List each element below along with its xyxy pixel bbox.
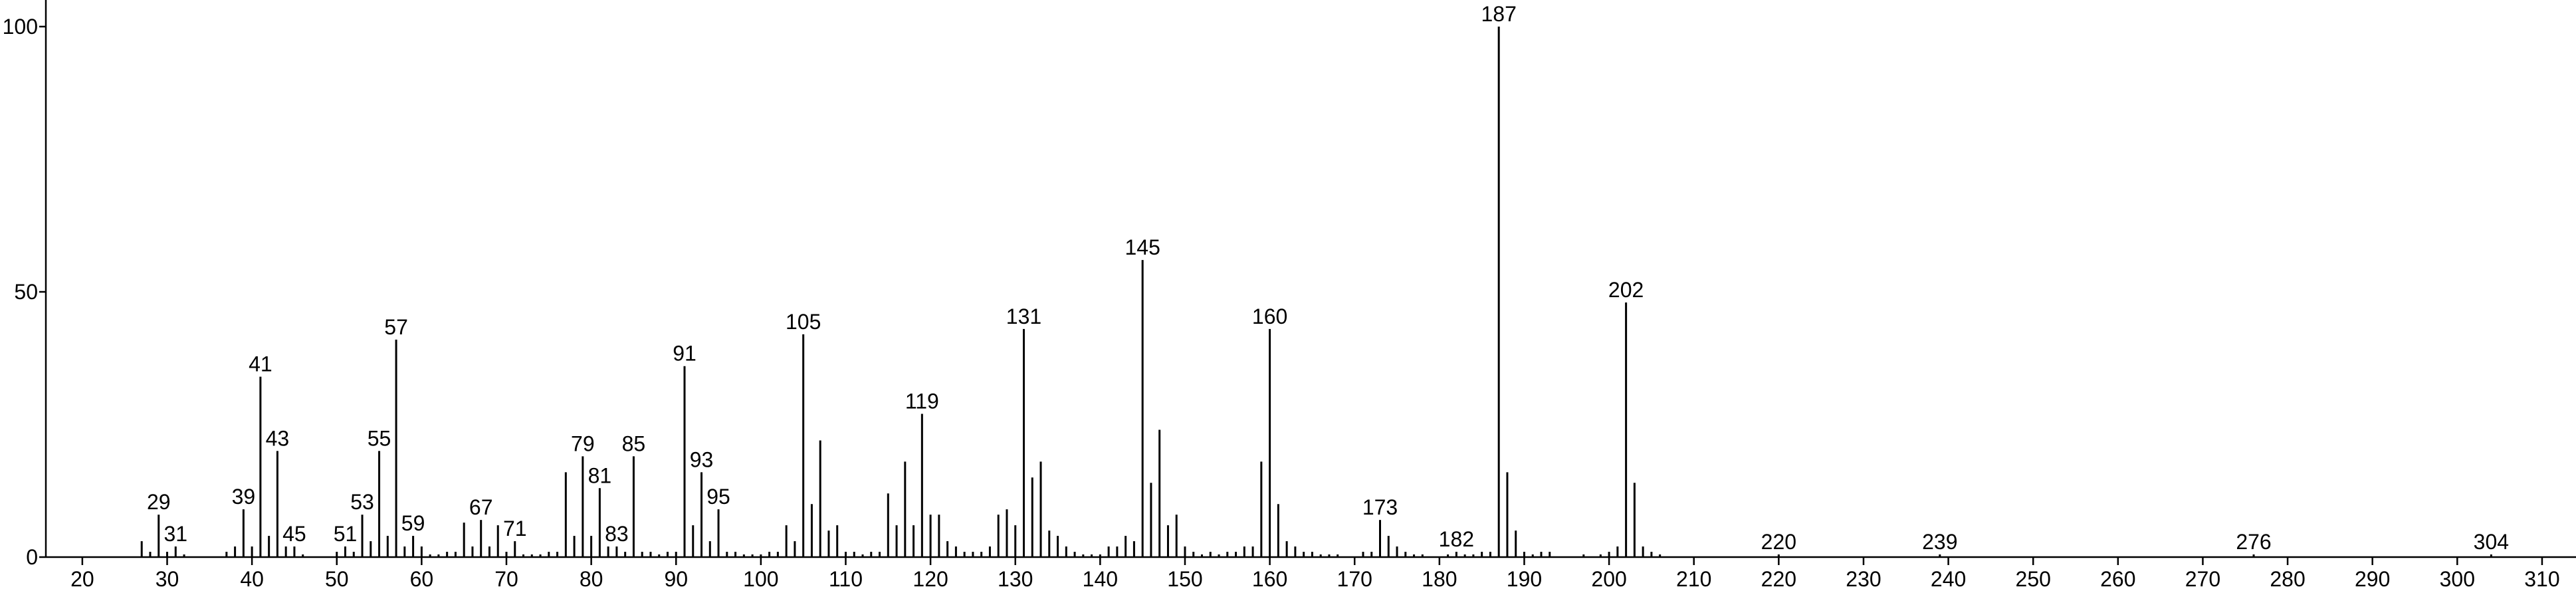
peak-label: 81 [588,463,612,487]
peak-label: 105 [786,310,821,334]
x-tick-label: 30 [156,567,179,591]
peak-label: 39 [232,485,256,509]
x-tick-label: 210 [1676,567,1711,591]
y-tick-label: 0 [26,545,38,569]
peak-label: 173 [1362,495,1398,519]
x-tick-label: 250 [2016,567,2051,591]
x-tick-label: 260 [2100,567,2135,591]
x-tick-label: 310 [2524,567,2559,591]
peak-label: 59 [401,511,425,535]
peak-label: 276 [2236,530,2271,554]
peak-label: 85 [622,431,646,455]
peak-label: 202 [1608,278,1644,302]
x-tick-label: 300 [2440,567,2475,591]
peak-label: 91 [673,342,697,366]
peak-label: 67 [469,495,493,519]
peak-label: 182 [1439,527,1474,551]
peak-label: 45 [282,522,306,546]
peak-label: 51 [334,522,358,546]
x-tick-label: 50 [325,567,349,591]
x-tick-label: 270 [2185,567,2220,591]
peak-label: 57 [384,315,408,339]
peak-label: 79 [571,431,595,455]
x-tick-label: 80 [580,567,603,591]
x-tick-label: 280 [2270,567,2305,591]
x-tick-label: 100 [743,567,778,591]
x-tick-label: 20 [70,567,94,591]
x-tick-label: 180 [1422,567,1457,591]
x-tick-label: 290 [2355,567,2390,591]
peak-label: 220 [1761,530,1796,554]
peak-label: 160 [1252,304,1287,328]
x-tick-label: 60 [410,567,434,591]
peak-label: 131 [1006,304,1041,328]
peak-label: 31 [163,522,187,546]
x-tick-label: 220 [1761,567,1796,591]
peak-label: 29 [147,490,171,514]
x-tick-label: 230 [1846,567,1881,591]
peak-label: 95 [706,485,730,509]
peak-label: 119 [905,390,939,414]
peak-label: 53 [350,490,374,514]
peak-label: 83 [605,522,629,546]
peak-label: 71 [503,517,527,540]
peak-label: 304 [2474,530,2509,554]
peak-label: 43 [266,426,290,450]
x-tick-label: 200 [1591,567,1626,591]
x-tick-label: 190 [1507,567,1542,591]
x-tick-label: 150 [1167,567,1202,591]
y-tick-label: 50 [14,280,38,304]
peak-label: 41 [249,352,272,376]
y-tick-label: 100 [3,15,38,39]
peak-label: 187 [1481,2,1516,26]
x-tick-label: 70 [494,567,518,591]
x-tick-label: 90 [664,567,688,591]
x-tick-label: 40 [240,567,264,591]
x-tick-label: 240 [1931,567,1966,591]
peak-label: 55 [368,426,391,450]
x-tick-label: 160 [1252,567,1287,591]
peak-label: 145 [1125,235,1160,259]
x-tick-label: 130 [998,567,1033,591]
x-tick-label: 140 [1083,567,1118,591]
peak-label: 93 [690,447,714,471]
x-tick-label: 120 [912,567,948,591]
x-tick-label: 170 [1337,567,1372,591]
x-tick-label: 110 [829,567,863,591]
peak-label: 239 [1922,530,1957,554]
